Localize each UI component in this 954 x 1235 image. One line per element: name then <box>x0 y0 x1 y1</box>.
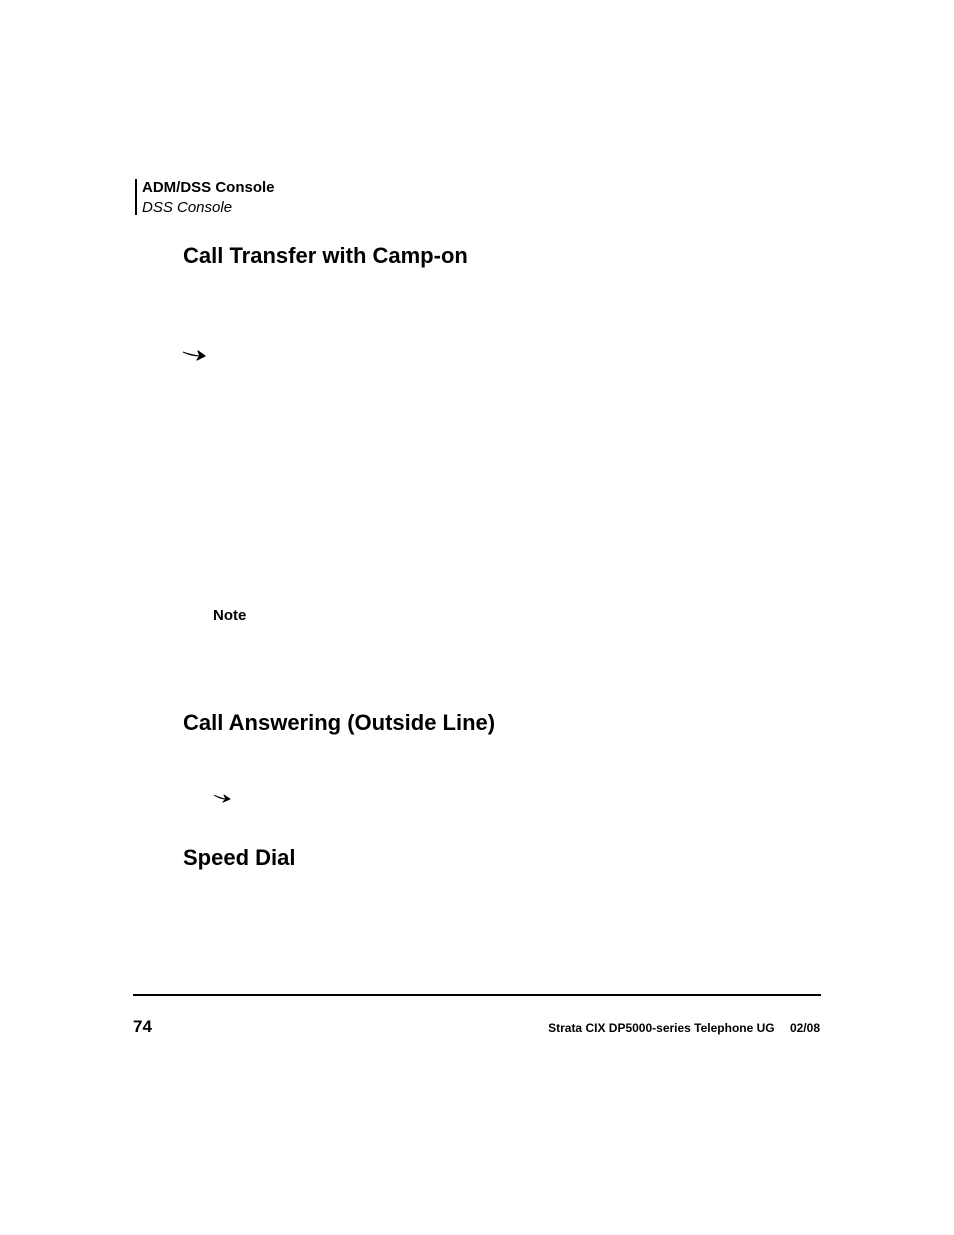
header-title: ADM/DSS Console <box>142 178 275 198</box>
footer-document-id: Strata CIX DP5000-series Telephone UG 02… <box>548 1021 820 1035</box>
header-vertical-rule <box>135 179 137 215</box>
procedure-arrow-icon <box>213 793 231 803</box>
document-page: ADM/DSS Console DSS Console Call Transfe… <box>0 0 954 1235</box>
procedure-arrow-icon <box>182 349 206 361</box>
section-heading-speed-dial: Speed Dial <box>183 845 295 871</box>
header-subtitle: DSS Console <box>142 198 275 218</box>
footer-horizontal-rule <box>133 994 821 996</box>
section-heading-call-transfer: Call Transfer with Camp-on <box>183 243 468 269</box>
note-label: Note <box>213 607 246 624</box>
running-header: ADM/DSS Console DSS Console <box>142 178 275 217</box>
page-number: 74 <box>133 1017 152 1037</box>
section-heading-call-answering: Call Answering (Outside Line) <box>183 710 495 736</box>
